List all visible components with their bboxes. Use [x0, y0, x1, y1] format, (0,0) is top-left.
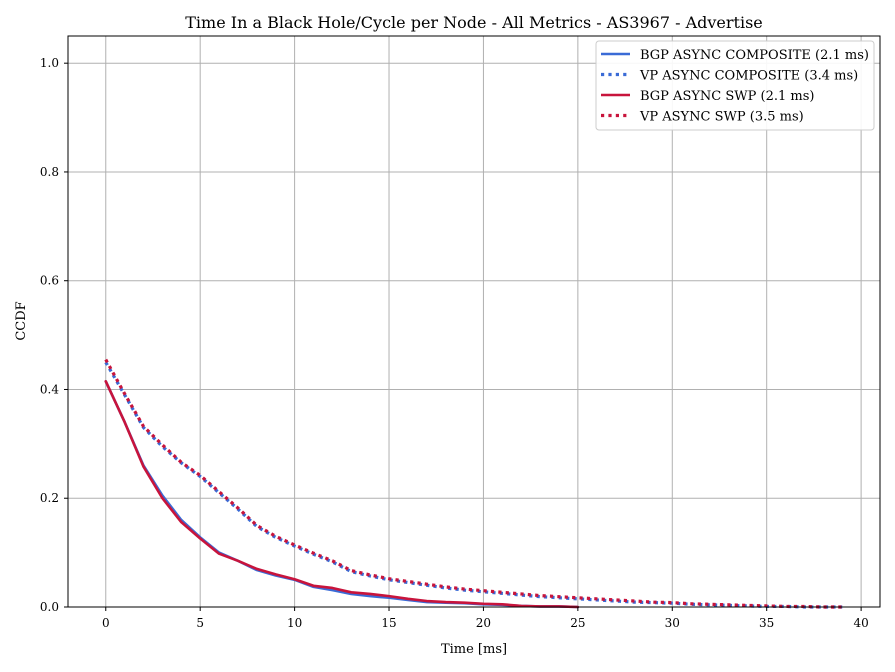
series-line-2 [104, 361, 843, 609]
x-tick-label: 35 [759, 616, 774, 630]
y-tick-label: 0.6 [40, 274, 59, 288]
series-line-3 [104, 380, 580, 609]
series-lines [104, 358, 843, 609]
y-tick-label: 0.8 [40, 165, 59, 179]
legend-box [595, 40, 875, 131]
y-tick-label: 0.2 [40, 491, 59, 505]
legend-label-4: VP ASYNC SWP (3.5 ms) [639, 110, 804, 125]
x-tick-label: 40 [853, 616, 868, 630]
chart-title: Time In a Black Hole/Cycle per Node - Al… [185, 13, 763, 32]
x-tick-label: 5 [196, 616, 204, 630]
legend-label-2: VP ASYNC COMPOSITE (3.4 ms) [639, 69, 858, 84]
x-tick-label: 10 [287, 616, 302, 630]
y-axis-label: CCDF [14, 301, 29, 340]
x-axis-label: Time [ms] [441, 642, 507, 657]
x-tick-label: 0 [102, 616, 110, 630]
y-tick-label: 0.0 [40, 600, 59, 614]
x-tick-label: 15 [381, 616, 396, 630]
y-tick-label: 1.0 [40, 56, 59, 70]
legend-label-1: BGP ASYNC COMPOSITE (2.1 ms) [640, 48, 869, 63]
y-tick-label: 0.4 [40, 382, 59, 396]
plot-frame [67, 35, 881, 608]
x-tick-label: 20 [476, 616, 491, 630]
axis-ticks: 0 5 10 15 20 25 30 35 40 0.0 0.2 0.4 0.6 0.8 1.0 [40, 56, 869, 630]
x-tick-label: 30 [665, 616, 680, 630]
x-tick-label: 25 [570, 616, 585, 630]
legend: BGP ASYNC COMPOSITE (2.1 ms) VP ASYNC COM… [595, 40, 875, 131]
legend-label-3: BGP ASYNC SWP (2.1 ms) [640, 89, 814, 104]
